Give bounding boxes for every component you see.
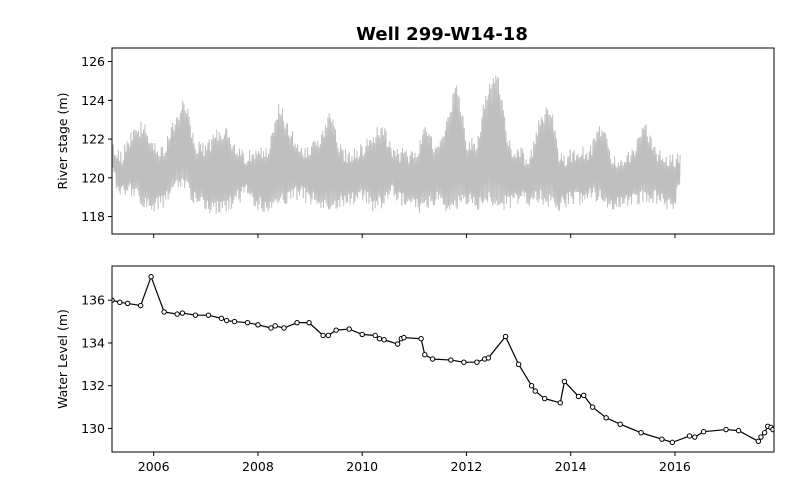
water-level-ytick-label: 132 <box>81 378 105 393</box>
water-level-point <box>223 317 230 324</box>
water-level-point <box>244 319 251 326</box>
water-level-xtick-label: 2010 <box>346 459 378 474</box>
water-level-point <box>532 388 538 394</box>
water-level-point <box>785 438 789 442</box>
water-level-point <box>117 299 123 306</box>
water-level-xtick-label: 2006 <box>138 459 170 474</box>
water-level-point <box>148 273 154 280</box>
water-level-point <box>755 438 762 445</box>
water-level-line <box>112 274 774 444</box>
water-level-point <box>325 332 332 339</box>
water-level-xtick-label: 2016 <box>659 459 691 474</box>
water-level-point <box>638 430 644 436</box>
water-level-point <box>174 311 180 317</box>
water-level-point <box>502 333 509 340</box>
water-level-point <box>686 433 693 439</box>
water-level-point <box>776 432 780 436</box>
water-level-point <box>782 429 786 433</box>
water-level-xtick-label: 2014 <box>555 459 587 474</box>
water-level-point <box>231 318 238 325</box>
water-level-ytick-label: 136 <box>81 293 105 308</box>
water-level-point <box>272 323 278 329</box>
water-level-point <box>205 312 212 318</box>
water-level-point <box>448 357 454 363</box>
river-stage-ytick-label: 118 <box>81 209 105 224</box>
water-level-point <box>735 427 742 434</box>
water-level-point <box>528 383 535 389</box>
water-level-point <box>723 426 729 433</box>
water-level-point <box>429 356 436 362</box>
water-level-point <box>381 337 387 343</box>
water-level-point <box>461 359 467 365</box>
water-level-point <box>474 359 480 365</box>
water-level-point <box>758 434 764 440</box>
river-stage-y-label: River stage (m) <box>55 93 70 190</box>
water-level-ytick-label: 130 <box>81 421 105 436</box>
water-level-ytick-label: 134 <box>81 335 105 350</box>
water-level-point <box>306 319 312 326</box>
water-level-point <box>779 426 783 430</box>
water-level-plot <box>112 273 789 446</box>
chart-title: Well 299-W14-18 <box>356 24 528 45</box>
water-level-point <box>192 312 199 318</box>
water-level-point <box>617 421 623 427</box>
water-level-xtick-label: 2012 <box>451 459 483 474</box>
water-level-axes: 130 132 134 136 2006 2008 2010 2012 2014 2016 <box>81 265 789 474</box>
water-level-point <box>770 426 774 433</box>
water-level-point <box>218 315 225 322</box>
water-level-point <box>692 434 698 440</box>
water-level-point <box>422 352 428 358</box>
water-level-point <box>541 395 548 402</box>
water-level-point <box>603 415 609 421</box>
water-level-point <box>281 325 287 331</box>
water-level-point <box>255 322 261 328</box>
water-level-point <box>320 332 326 339</box>
water-level-point <box>761 430 768 436</box>
water-level-point <box>557 400 563 406</box>
river-stage-frame <box>111 47 775 235</box>
water-level-point <box>124 300 131 307</box>
river-stage-ytick-label: 122 <box>81 132 105 147</box>
water-level-frame <box>111 265 775 453</box>
water-level-xtick-label: 2008 <box>242 459 274 474</box>
water-level-point <box>346 326 352 332</box>
river-stage-line <box>111 75 681 215</box>
water-level-point <box>359 331 365 338</box>
water-level-point <box>561 378 568 385</box>
water-level-point <box>376 335 383 342</box>
river-stage-ytick-label: 126 <box>81 54 105 69</box>
water-level-point <box>372 332 378 339</box>
water-level-point <box>294 319 300 326</box>
water-level-point <box>333 327 339 333</box>
river-stage-ytick-label: 120 <box>81 170 105 185</box>
water-level-point <box>581 392 587 399</box>
water-level-point <box>418 335 424 342</box>
water-level-point <box>515 361 522 368</box>
water-level-point <box>161 309 167 315</box>
water-level-point <box>589 404 596 410</box>
water-level-point <box>268 325 274 331</box>
water-level-point <box>401 334 407 341</box>
water-level-point <box>179 310 186 316</box>
water-level-point <box>669 439 676 446</box>
water-level-point <box>659 436 665 442</box>
river-stage-ytick-label: 124 <box>81 93 105 108</box>
water-level-point <box>137 302 144 309</box>
river-stage-axes: 118 120 122 124 126 <box>81 47 775 238</box>
water-level-point <box>485 355 492 361</box>
water-level-y-label: Water Level (m) <box>55 309 70 409</box>
water-level-point <box>575 393 582 400</box>
water-level-point <box>773 422 774 426</box>
water-level-point <box>394 341 401 347</box>
water-level-point <box>700 428 707 435</box>
